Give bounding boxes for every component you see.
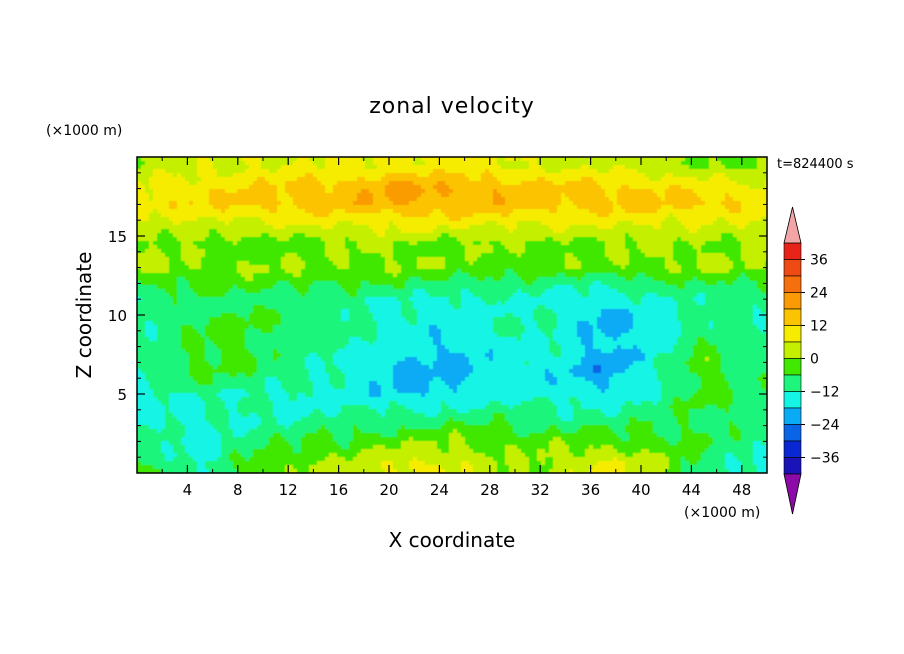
x-axis-label: X coordinate	[389, 528, 516, 552]
colorbar-label: 36	[810, 253, 828, 269]
x-unit-label: (×1000 m)	[684, 505, 760, 521]
colorbar-swatch	[783, 391, 802, 409]
x-tick-label: 48	[732, 481, 751, 499]
colorbar-swatch	[783, 292, 802, 310]
y-tick-label: 10	[108, 307, 127, 325]
colorbar-swatch	[783, 374, 802, 392]
x-tick-label: 36	[581, 481, 600, 499]
colorbar-label: −36	[810, 451, 840, 467]
colorbar-swatch	[783, 457, 802, 475]
colorbar-label: 0	[810, 352, 819, 368]
colorbar-swatch	[783, 424, 802, 442]
colorbar-swatch	[783, 407, 802, 425]
colorbar-label: −12	[810, 385, 840, 401]
x-tick-label: 40	[631, 481, 650, 499]
x-axis: 4 8 12 16 20 24 28 32 36 40 44 48	[161, 157, 751, 499]
x-tick-label: 28	[480, 481, 499, 499]
colorbar-min-arrow	[783, 473, 802, 515]
colorbar-swatch	[783, 341, 802, 359]
x-tick-label: 24	[430, 481, 449, 499]
x-tick-label: 4	[183, 481, 193, 499]
colorbar-swatch	[783, 440, 802, 458]
y-tick-label: 5	[117, 386, 127, 404]
colorbar-max-arrow	[783, 206, 802, 244]
x-tick-label: 20	[379, 481, 398, 499]
x-tick-label: 8	[233, 481, 243, 499]
x-tick-label: 32	[531, 481, 550, 499]
y-axis-label: Z coordinate	[72, 252, 96, 379]
x-tick-label: 12	[279, 481, 298, 499]
y-unit-label: (×1000 m)	[46, 123, 122, 139]
colorbar-swatch	[783, 308, 802, 326]
x-tick-label: 16	[329, 481, 348, 499]
colorbar-label: 12	[810, 319, 828, 335]
colorbar-label: 24	[810, 286, 828, 302]
contour-field	[137, 157, 767, 473]
colorbar-swatch	[783, 358, 802, 376]
x-tick-label: 44	[682, 481, 701, 499]
time-label: t=824400 s	[777, 157, 854, 172]
colorbar-swatch	[783, 275, 802, 293]
colorbar-label: −24	[810, 418, 840, 434]
y-tick-label: 15	[108, 228, 127, 246]
colorbar-swatch	[783, 259, 802, 277]
colorbar-swatch	[783, 325, 802, 343]
colorbar: 36 24 12 0 −12 −24 −36	[783, 206, 840, 515]
chart-title: zonal velocity	[369, 94, 535, 119]
y-axis: 5 10 15	[108, 172, 767, 458]
colorbar-swatch	[783, 242, 802, 260]
